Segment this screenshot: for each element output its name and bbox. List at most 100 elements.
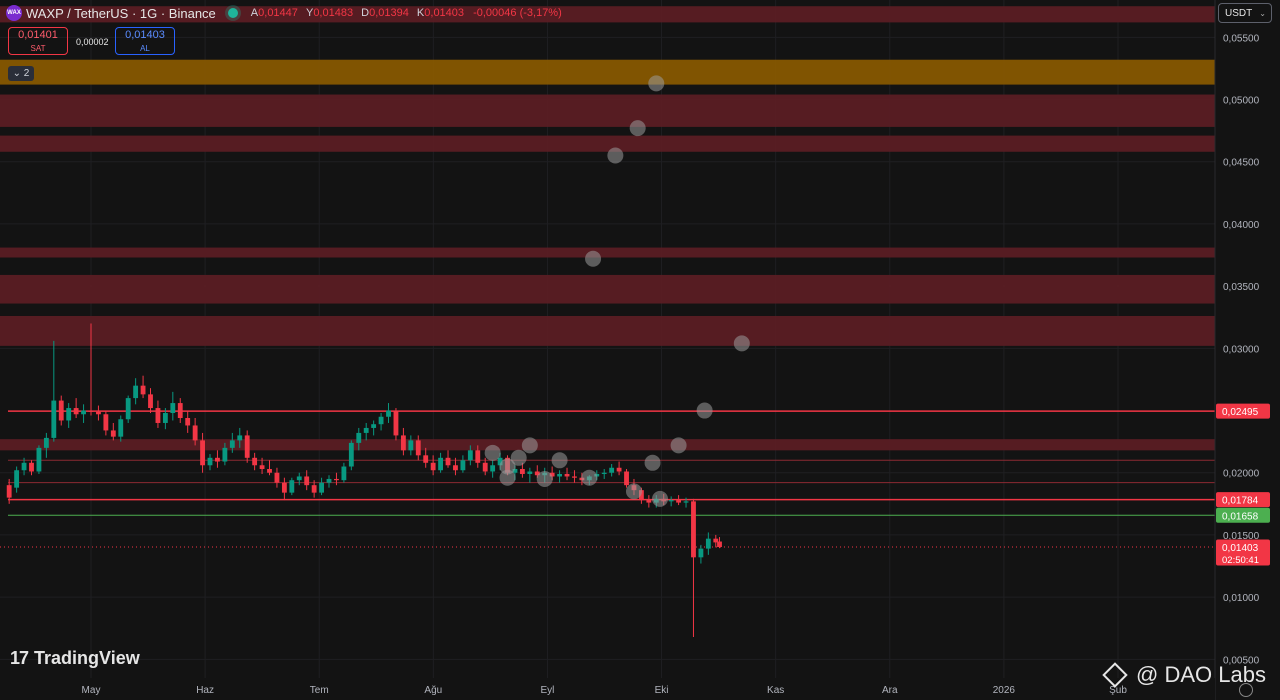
time-axis bbox=[0, 678, 1215, 700]
candle-body bbox=[564, 473, 570, 477]
ohlc-values: A0,01447 Y0,01483 D0,01394 K0,01403 -0,0… bbox=[246, 7, 562, 19]
candle-body bbox=[334, 478, 339, 481]
price-tag-label-bg bbox=[1216, 492, 1270, 508]
bubble-marker bbox=[484, 444, 501, 461]
price-axis bbox=[1215, 0, 1280, 700]
x-tick-label: Eyl bbox=[540, 685, 554, 696]
currency-selector[interactable]: USDT ⌄ bbox=[1218, 3, 1272, 23]
change-value: -0,00046 (-3,17%) bbox=[473, 7, 562, 19]
candle-body bbox=[482, 462, 488, 472]
x-tick-label: Şub bbox=[1109, 685, 1127, 696]
low-key: D bbox=[361, 7, 370, 19]
resistance-zone bbox=[0, 59, 1215, 85]
open-key: A bbox=[250, 7, 259, 19]
x-tick-label: Ağu bbox=[424, 685, 442, 696]
bubble-marker bbox=[499, 469, 516, 486]
bubble-marker bbox=[536, 470, 553, 487]
candle-body bbox=[140, 385, 146, 395]
y-tick-label: 0,04000 bbox=[1223, 220, 1260, 231]
candle-body bbox=[281, 482, 287, 493]
candle-body bbox=[177, 403, 183, 418]
candle-body bbox=[229, 440, 235, 448]
bubble-marker bbox=[625, 483, 642, 500]
candle-body bbox=[29, 462, 34, 472]
candle-body bbox=[311, 485, 317, 493]
candle-body bbox=[717, 541, 722, 548]
candle-body bbox=[319, 482, 324, 493]
current-price-label: 0,01403 bbox=[1222, 543, 1259, 554]
resistance-zone bbox=[0, 274, 1215, 304]
close-key: K bbox=[416, 7, 425, 19]
price-tag-label-bg bbox=[1216, 403, 1270, 419]
candle-body bbox=[534, 471, 540, 476]
chart-header: WAX WAXP / TetherUS · 1G · Binance A0,01… bbox=[6, 4, 562, 22]
resistance-zone bbox=[0, 439, 1215, 451]
bubble-marker bbox=[644, 454, 661, 471]
candle-body bbox=[200, 440, 205, 466]
candle-body bbox=[527, 471, 533, 474]
candle-body bbox=[512, 469, 518, 473]
y-tick-label: 0,00500 bbox=[1223, 655, 1260, 666]
candle-body bbox=[296, 476, 302, 481]
bubble-marker bbox=[551, 452, 568, 469]
indicators-toggle[interactable]: ⌄ 2 bbox=[8, 66, 34, 81]
symbol-title[interactable]: WAXP / TetherUS · 1G · Binance bbox=[26, 5, 216, 21]
price-tag-label-bg bbox=[1216, 507, 1270, 523]
buy-button[interactable]: 0,01403 AL bbox=[115, 27, 175, 55]
resistance-zone bbox=[0, 247, 1215, 258]
bubble-marker bbox=[499, 458, 516, 475]
high-value: 0,01483 bbox=[313, 7, 354, 19]
y-tick-label: 0,05500 bbox=[1223, 33, 1260, 44]
indicator-count: 2 bbox=[23, 68, 30, 79]
chevron-down-icon: ⌄ bbox=[1259, 9, 1266, 18]
candle-body bbox=[348, 442, 354, 467]
x-tick-label: Ara bbox=[882, 685, 898, 696]
chevron-down-icon: ⌄ bbox=[12, 68, 22, 79]
candle-body bbox=[557, 473, 563, 477]
bubble-marker bbox=[652, 490, 668, 507]
bubble-marker bbox=[696, 402, 713, 419]
candle-body bbox=[572, 476, 577, 478]
candle-body bbox=[51, 400, 57, 438]
countdown-label: 02:50:41 bbox=[1222, 555, 1259, 566]
candle-body bbox=[81, 410, 86, 415]
candle-body bbox=[125, 398, 131, 420]
candle-body bbox=[713, 538, 719, 543]
candle-body bbox=[304, 476, 310, 486]
candle-body bbox=[170, 403, 176, 414]
candle-body bbox=[252, 457, 258, 466]
candle-body bbox=[162, 413, 168, 423]
tradingview-brand: TradingView bbox=[34, 648, 140, 668]
candle-body bbox=[66, 408, 72, 421]
candle-body bbox=[21, 462, 27, 471]
sell-button[interactable]: 0,01401 SAT bbox=[8, 27, 68, 55]
candle-body bbox=[356, 432, 362, 443]
candle-body bbox=[438, 457, 443, 471]
x-tick-label: May bbox=[82, 685, 101, 696]
candle-body bbox=[88, 410, 94, 412]
candle-body bbox=[96, 411, 101, 415]
candle-body bbox=[274, 472, 280, 483]
candle-body bbox=[110, 430, 116, 437]
candle-body bbox=[415, 440, 421, 456]
sell-price: 0,01401 bbox=[18, 29, 58, 41]
candle-body bbox=[423, 455, 429, 463]
price-tag-label: 0,01658 bbox=[1222, 511, 1259, 522]
close-value: 0,01403 bbox=[424, 7, 465, 19]
candle-body bbox=[58, 400, 64, 421]
candle-body bbox=[43, 437, 49, 448]
candle-body bbox=[215, 457, 220, 462]
settings-gear-icon[interactable] bbox=[1239, 683, 1253, 697]
candle-body bbox=[609, 467, 615, 473]
candle-body bbox=[192, 425, 198, 441]
candle-body bbox=[6, 485, 12, 498]
resistance-zone bbox=[0, 94, 1215, 127]
candle-body bbox=[36, 447, 42, 472]
price-tag-label: 0,01784 bbox=[1222, 496, 1259, 507]
bubble-marker bbox=[607, 147, 624, 164]
tradingview-logo: 17 TradingView bbox=[10, 648, 140, 669]
candle-body bbox=[133, 385, 139, 399]
candle-body bbox=[698, 548, 704, 558]
candle-body bbox=[393, 410, 399, 436]
